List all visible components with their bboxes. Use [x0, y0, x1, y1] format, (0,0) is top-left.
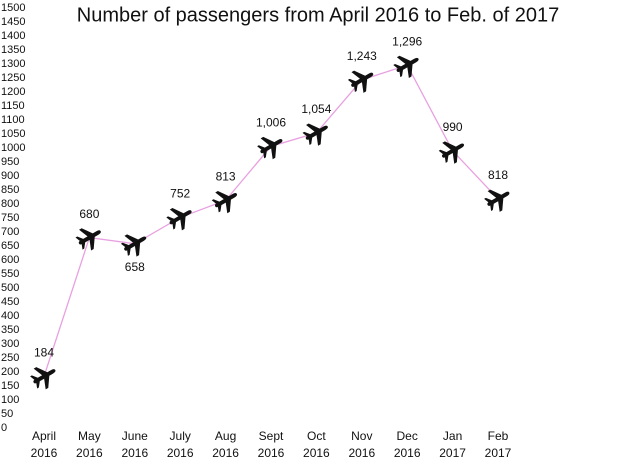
y-tick-label: 1100	[1, 114, 25, 126]
x-tick-label: April 2016	[30, 429, 58, 460]
y-tick-label: 1400	[1, 30, 25, 42]
x-tick-label: May 2016	[76, 429, 103, 460]
y-tick-label: 1350	[1, 44, 25, 56]
y-tick-label: 700	[1, 226, 19, 238]
y-tick-label: 1000	[1, 142, 25, 154]
y-tick-label: 850	[1, 184, 19, 196]
x-tick-label: Nov 2016	[348, 429, 376, 460]
plane-marker	[254, 129, 289, 163]
line	[43, 64, 499, 377]
value-label: 1,006	[256, 115, 286, 129]
y-tick-label: 1450	[1, 16, 25, 28]
plane-marker	[345, 63, 380, 97]
plane-marker	[118, 226, 153, 261]
y-tick-label: 250	[1, 352, 19, 364]
y-tick-label: 750	[1, 212, 19, 224]
value-label: 990	[443, 120, 463, 134]
y-tick-label: 950	[1, 156, 19, 168]
x-tick-label: Dec 2016	[393, 429, 421, 460]
y-tick-label: 100	[1, 394, 19, 406]
x-tick-label: Jan 2017	[439, 429, 466, 460]
y-tick-label: 550	[1, 268, 19, 280]
value-label: 1,296	[392, 34, 422, 48]
y-tick-label: 1300	[1, 58, 25, 70]
y-tick-label: 300	[1, 338, 19, 350]
y-tick-label: 1500	[1, 2, 25, 14]
y-tick-label: 1200	[1, 86, 25, 98]
x-tick-label: Feb 2017	[484, 429, 512, 460]
value-label: 813	[216, 170, 236, 184]
y-tick-label: 500	[1, 282, 19, 294]
y-tick-label: 0	[1, 422, 7, 434]
plane-marker	[300, 115, 334, 150]
plane-marker	[436, 133, 470, 168]
value-label: 752	[170, 187, 190, 201]
y-tick-label: 450	[1, 296, 19, 308]
value-label: 658	[125, 260, 145, 274]
x-tick-label: July 2016	[166, 429, 194, 460]
x-tick-label: Oct 2016	[303, 429, 330, 460]
y-tick-label: 400	[1, 310, 19, 322]
y-tick-label: 1150	[1, 100, 25, 112]
y-tick-label: 600	[1, 254, 19, 266]
y-tick-label: 50	[1, 408, 13, 420]
y-tick-label: 1050	[1, 128, 25, 140]
value-label: 818	[488, 168, 508, 182]
y-tick-label: 1250	[1, 72, 25, 84]
value-label: 1,054	[301, 102, 331, 116]
y-tick-label: 350	[1, 324, 19, 336]
y-tick-label: 900	[1, 170, 19, 182]
x-tick-label: June 2016	[121, 429, 149, 460]
chart-title: Number of passengers from April 2016 to …	[77, 4, 560, 26]
y-tick-label: 150	[1, 380, 19, 392]
plane-marker	[27, 359, 62, 393]
value-label: 1,243	[347, 49, 377, 63]
y-tick-label: 200	[1, 366, 19, 378]
plane-marker	[390, 48, 425, 82]
plane-marker	[209, 183, 243, 217]
y-tick-label: 800	[1, 198, 19, 210]
plane-marker	[163, 200, 198, 234]
x-tick-label: Sept 2016	[257, 429, 285, 460]
y-tick-label: 650	[1, 240, 19, 252]
value-label: 184	[34, 346, 54, 360]
value-label: 680	[79, 207, 99, 221]
x-tick-label: Aug 2016	[212, 429, 239, 460]
plane-marker	[73, 220, 107, 254]
